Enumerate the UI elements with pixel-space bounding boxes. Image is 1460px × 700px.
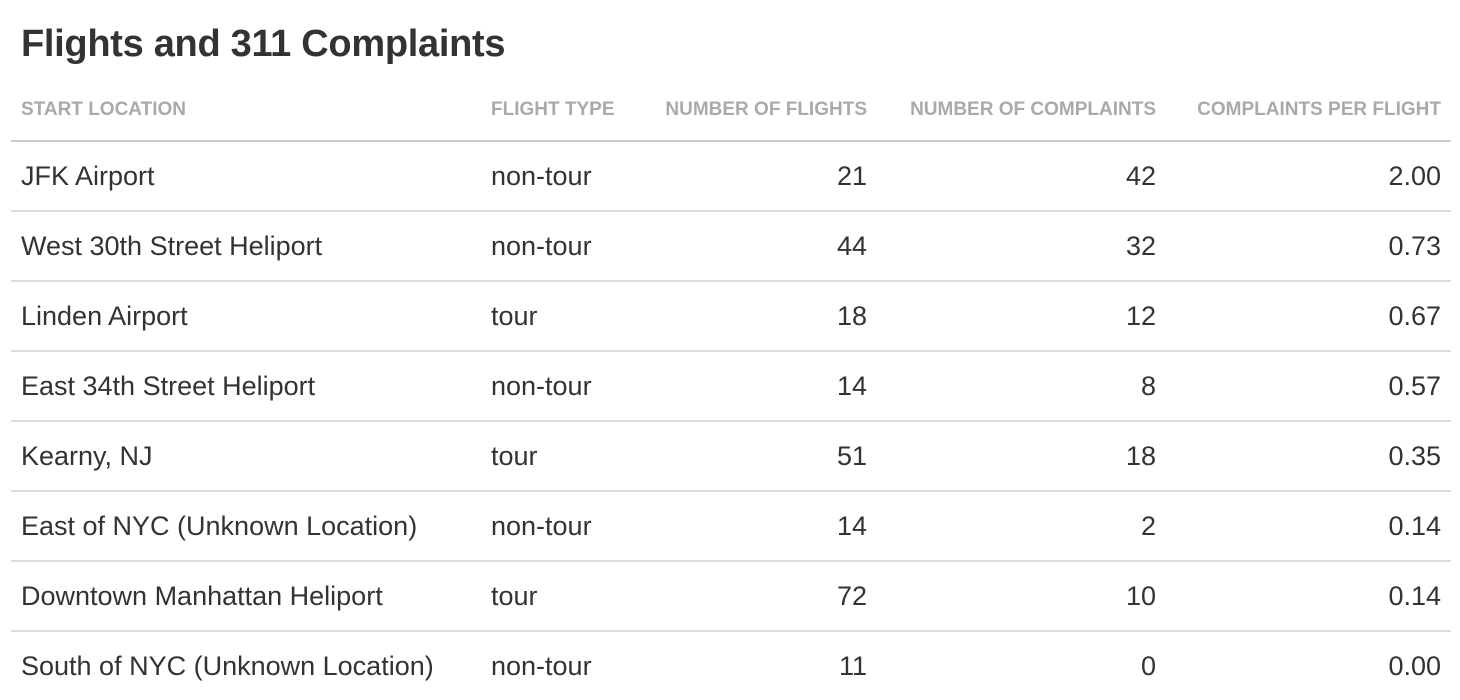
page-title: Flights and 311 Complaints: [21, 23, 506, 65]
cell-flight-type: tour: [481, 421, 636, 492]
cell-complaints-per-flight: 0.57: [1166, 351, 1451, 422]
cell-number-of-flights: 11: [838, 650, 867, 681]
table-row: Linden Airport tour 18 12 0.67: [11, 281, 1451, 352]
table-row: West 30th Street Heliport non-tour 44 32…: [11, 211, 1451, 282]
cell-complaints-per-flight: 0.73: [1166, 211, 1451, 282]
table-row: Kearny, NJ tour 51 18 0.35: [11, 421, 1451, 492]
cell-number-of-complaints: 32: [877, 211, 1166, 282]
cell-start-location: JFK Airport: [11, 141, 481, 212]
column-header-complaints-per-flight: COMPLAINTS PER FLIGHT: [1166, 80, 1451, 142]
header-row: START LOCATION FLIGHT TYPE NUMBER OF FLI…: [11, 80, 1451, 142]
column-header-start-location: START LOCATION: [11, 80, 481, 142]
cell-number-of-complaints: 8: [877, 351, 1166, 422]
cell-flight-type: non-tour: [491, 650, 592, 681]
cell-flight-type: non-tour: [481, 141, 636, 212]
cell-complaints-per-flight: 0.67: [1166, 281, 1451, 352]
column-header-number-of-complaints: NUMBER OF COMPLAINTS: [877, 80, 1166, 142]
cell-number-of-complaints: 2: [877, 491, 1166, 562]
cell-number-of-flights: 51: [636, 421, 877, 492]
cell-number-of-complaints: 10: [877, 561, 1166, 632]
cell-number-of-flights: 18: [636, 281, 877, 352]
table-container: Flights and 311 Complaints START LOCATIO…: [11, 0, 1451, 700]
cell-flight-type: non-tour: [481, 211, 636, 282]
table-row: Downtown Manhattan Heliport tour 72 10 0…: [11, 561, 1451, 632]
table-header: START LOCATION FLIGHT TYPE NUMBER OF FLI…: [11, 80, 1451, 142]
cell-complaints-per-flight: 0.14: [1166, 561, 1451, 632]
cell-flight-type: tour: [481, 561, 636, 632]
cell-start-location: Downtown Manhattan Heliport: [11, 561, 481, 632]
data-table: START LOCATION FLIGHT TYPE NUMBER OF FLI…: [11, 80, 1451, 700]
table-row: East of NYC (Unknown Location) non-tour …: [11, 491, 1451, 562]
cell-number-of-flights: 44: [636, 211, 877, 282]
column-header-flight-type: FLIGHT TYPE: [481, 80, 636, 142]
cell-number-of-flights: 14: [636, 351, 877, 422]
cell-number-of-complaints: 42: [877, 141, 1166, 212]
cell-number-of-complaints: 18: [877, 421, 1166, 492]
cell-flight-type: non-tour: [481, 491, 636, 562]
cell-flight-type: tour: [481, 281, 636, 352]
cell-number-of-flights: 21: [636, 141, 877, 212]
cell-start-location: Kearny, NJ: [11, 421, 481, 492]
cell-number-of-flights: 14: [636, 491, 877, 562]
cell-start-location: East 34th Street Heliport: [11, 351, 481, 422]
table-row: South of NYC (Unknown Location) non-tour…: [11, 631, 1451, 700]
cell-complaints-per-flight: 2.00: [1166, 141, 1451, 212]
cell-start-location: South of NYC (Unknown Location): [21, 650, 434, 681]
cell-number-of-complaints: 12: [877, 281, 1166, 352]
cell-flight-type: non-tour: [481, 351, 636, 422]
cell-complaints-per-flight: 0.35: [1166, 421, 1451, 492]
cell-number-of-complaints: 0: [1140, 650, 1156, 681]
column-header-number-of-flights: NUMBER OF FLIGHTS: [636, 80, 877, 142]
table-body: JFK Airport non-tour 21 42 2.00 West 30t…: [11, 141, 1451, 700]
cell-start-location: Linden Airport: [11, 281, 481, 352]
table-row: East 34th Street Heliport non-tour 14 8 …: [11, 351, 1451, 422]
cell-start-location: West 30th Street Heliport: [11, 211, 481, 282]
cell-number-of-flights: 72: [636, 561, 877, 632]
cell-start-location: East of NYC (Unknown Location): [11, 491, 481, 562]
table-row: JFK Airport non-tour 21 42 2.00: [11, 141, 1451, 212]
cell-complaints-per-flight: 0.00: [1388, 650, 1441, 681]
cell-complaints-per-flight: 0.14: [1166, 491, 1451, 562]
